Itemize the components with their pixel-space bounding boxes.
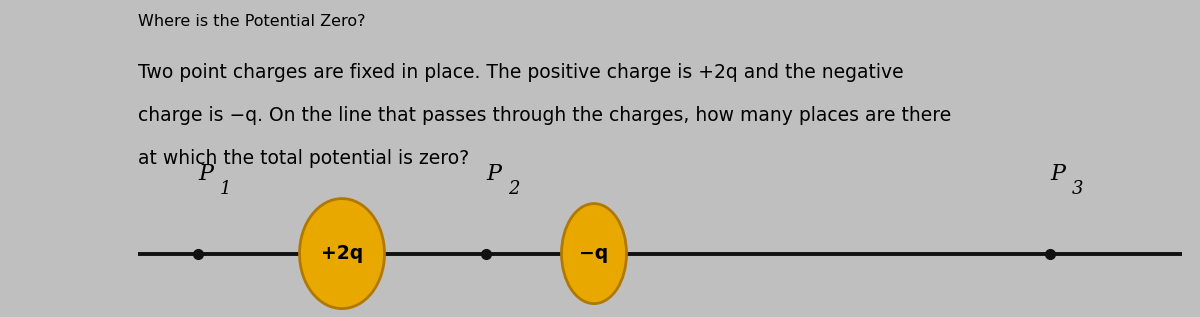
Text: Two point charges are fixed in place. The positive charge is +2q and the negativ: Two point charges are fixed in place. Th… [138, 63, 904, 82]
Text: P: P [198, 164, 214, 185]
Text: P: P [486, 164, 502, 185]
Text: 3: 3 [1072, 180, 1084, 198]
Text: +2q: +2q [320, 244, 364, 263]
Text: Where is the Potential Zero?: Where is the Potential Zero? [138, 14, 366, 29]
Text: −q: −q [580, 244, 608, 263]
Text: 2: 2 [508, 180, 520, 198]
Text: 1: 1 [220, 180, 232, 198]
Ellipse shape [562, 204, 626, 304]
Text: at which the total potential is zero?: at which the total potential is zero? [138, 149, 469, 168]
Text: P: P [1050, 164, 1066, 185]
Ellipse shape [300, 198, 384, 309]
Text: charge is −q. On the line that passes through the charges, how many places are t: charge is −q. On the line that passes th… [138, 106, 952, 125]
